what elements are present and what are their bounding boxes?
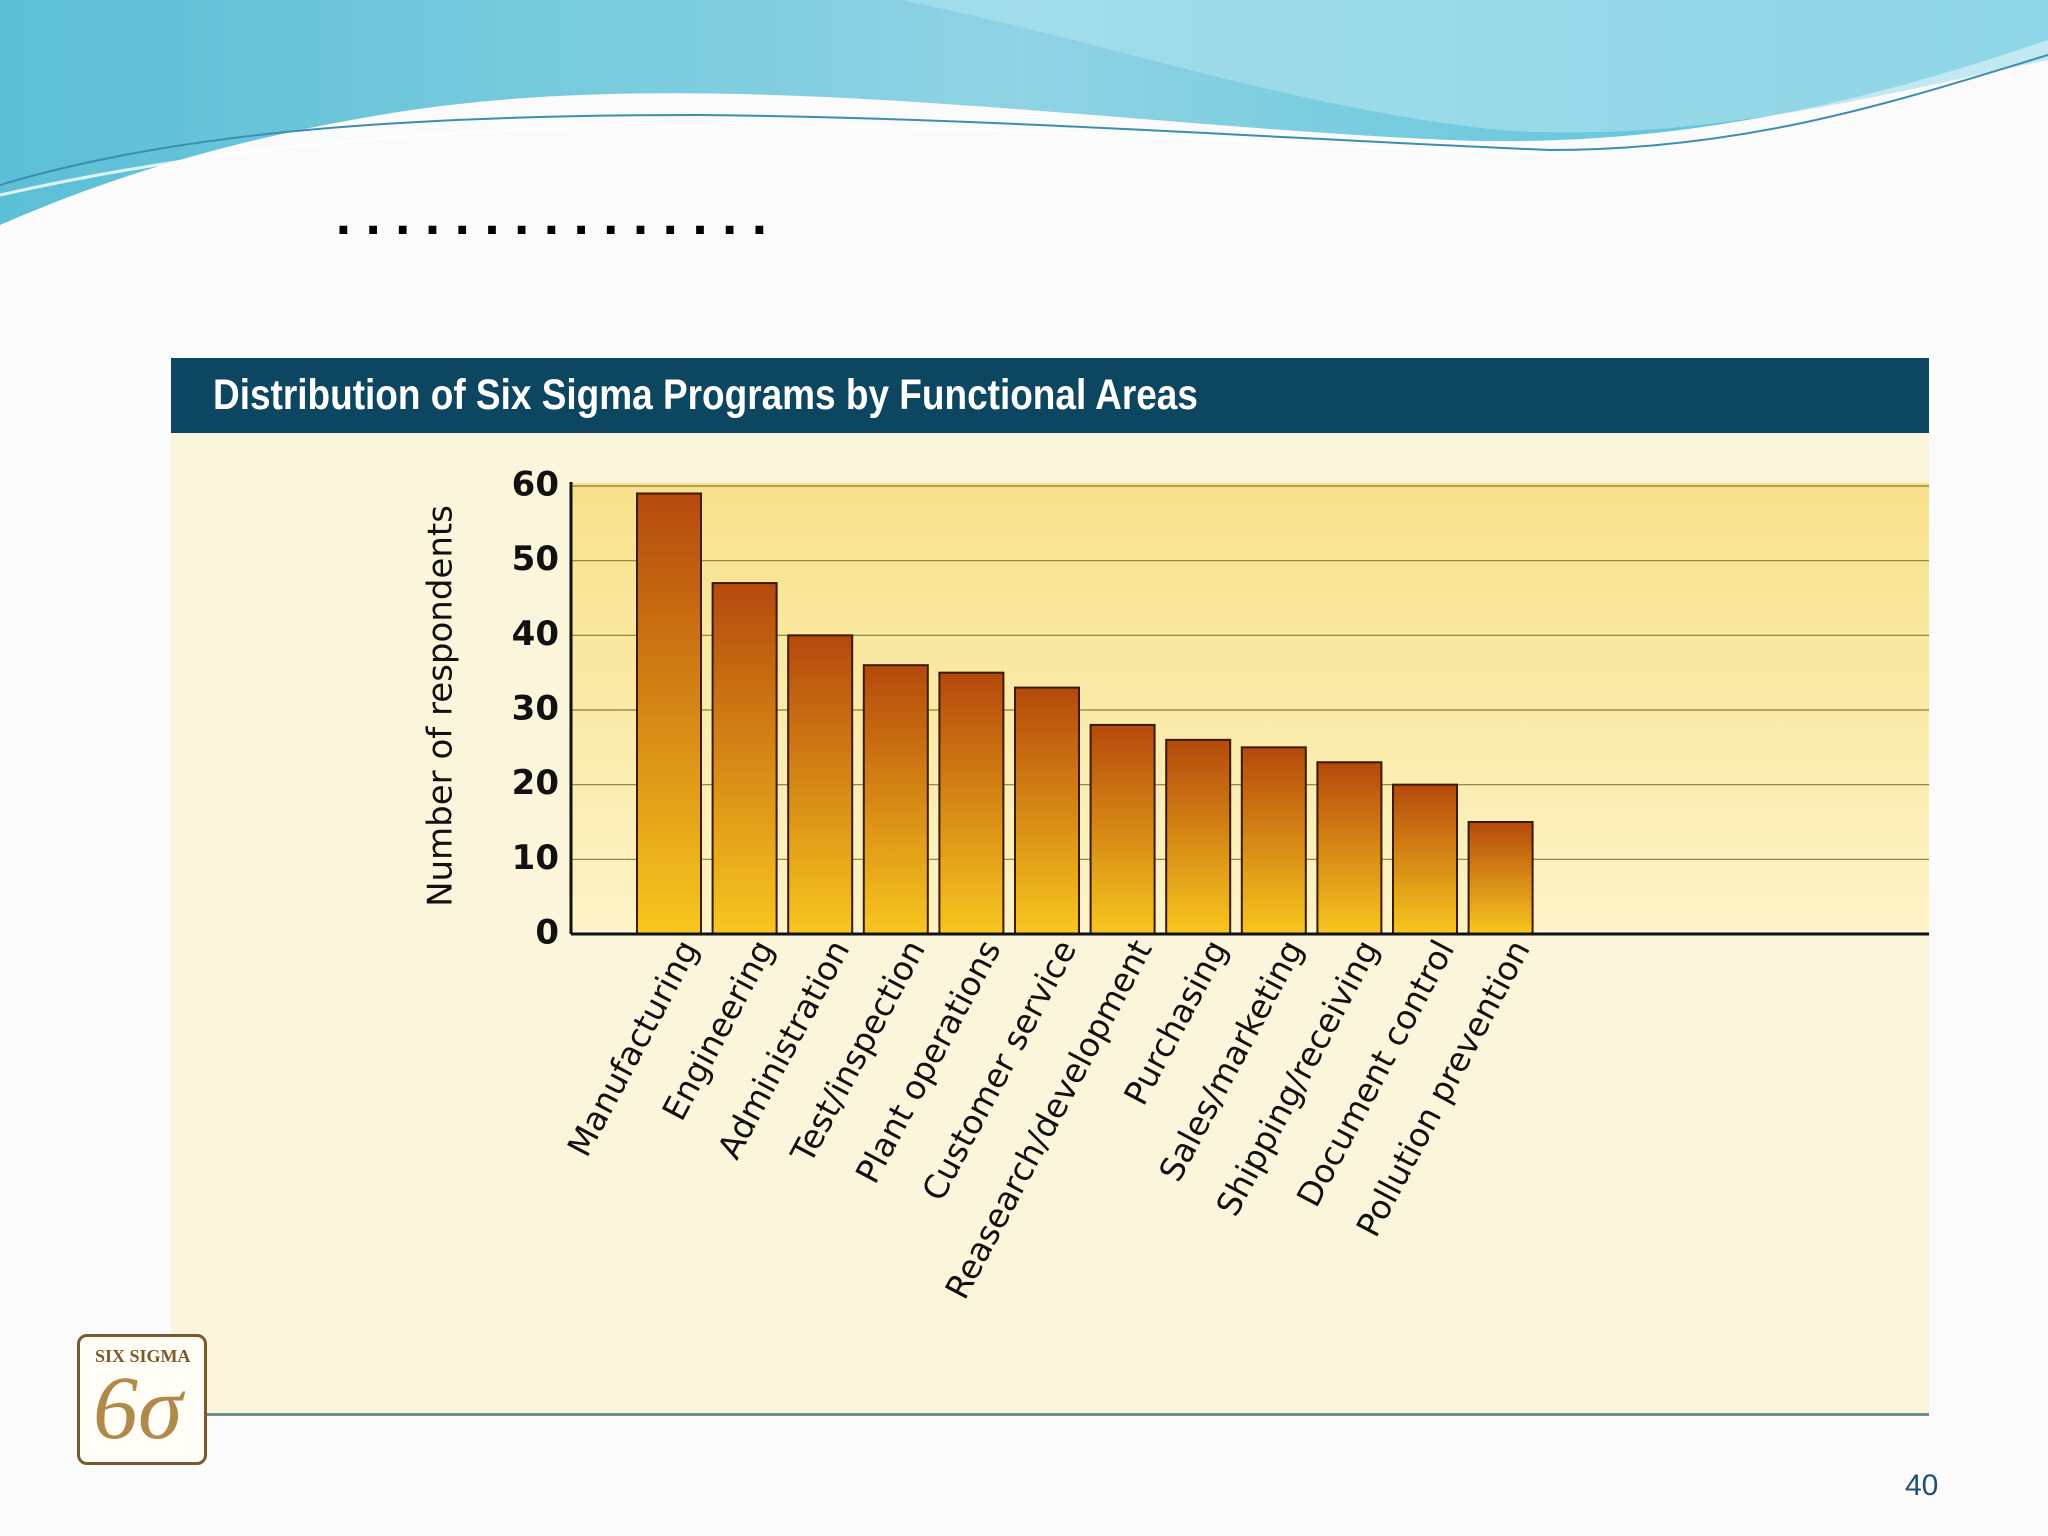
bar	[938, 671, 1005, 935]
six-sigma-logo: SIX SIGMA 6σ	[77, 1334, 213, 1471]
y-tick-label: 20	[512, 763, 559, 803]
header-wave	[0, 0, 2048, 225]
y-tick-label: 50	[512, 539, 559, 579]
page-number: 40	[1905, 1469, 1939, 1502]
y-tick-label: 60	[512, 465, 559, 505]
bars	[636, 492, 1534, 936]
bar-chart: 0 10 20 30 40 50 60 ManufacturingEngineeringAd…	[421, 465, 1929, 1305]
title-placeholder-dots: ...............	[335, 194, 781, 245]
logo-text: SIX SIGMA	[95, 1346, 191, 1366]
y-tick-label: 0	[535, 913, 559, 953]
chart-title: Distribution of Six Sigma Programs by Fu…	[213, 371, 1198, 419]
bar	[636, 492, 702, 935]
y-tick-label: 40	[512, 614, 559, 654]
y-axis-title: Number of respondents	[421, 505, 461, 907]
x-category-labels: ManufacturingEngineeringAdministrationTe…	[559, 933, 1537, 1305]
y-tick-labels: 0 10 20 30 40 50 60	[512, 465, 559, 953]
y-tick-label: 30	[512, 689, 559, 729]
y-tick-label: 10	[512, 838, 559, 878]
chart-title-bar: Distribution of Six Sigma Programs by Fu…	[171, 358, 1929, 433]
bar	[1165, 738, 1232, 935]
axes	[569, 482, 1929, 936]
bar	[1240, 746, 1307, 936]
chart-panel: Distribution of Six Sigma Programs by Fu…	[171, 358, 1929, 1416]
bar	[1014, 686, 1080, 935]
bar	[1089, 723, 1156, 935]
x-category-label: Manufacturing	[559, 933, 706, 1162]
bar	[1467, 821, 1534, 935]
logo-frame	[77, 1334, 207, 1465]
bar	[1392, 783, 1458, 935]
bar	[1316, 761, 1383, 935]
bar	[787, 634, 854, 935]
sigma-logo-icon: 6σ	[93, 1359, 183, 1458]
bar	[862, 664, 929, 935]
bar	[711, 582, 778, 935]
